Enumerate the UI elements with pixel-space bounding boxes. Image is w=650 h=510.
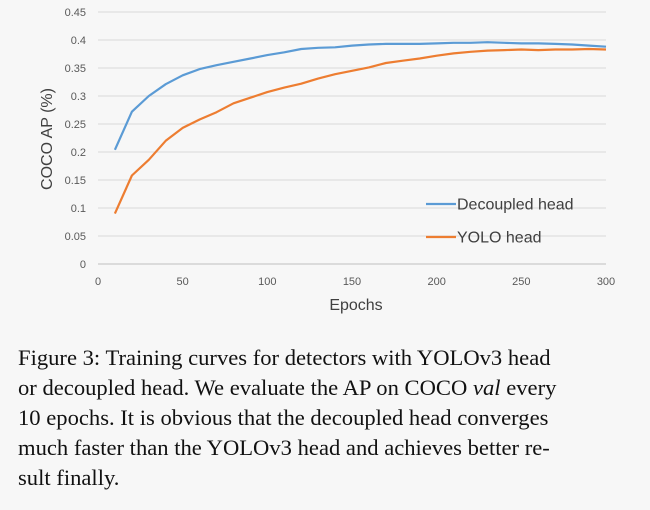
- x-tick-label: 300: [597, 276, 615, 288]
- tick-labels: 0 0.05 0.1 0.15 0.2 0.25 0.3 0.35 0.4 0.45 0 50 100 1…: [65, 7, 616, 288]
- x-tick-label: 0: [95, 276, 101, 288]
- series-line-yolo-head: [113, 47, 607, 215]
- x-tick-label: 250: [512, 276, 530, 288]
- legend-label: YOLO head: [457, 230, 542, 247]
- y-tick-label: 0: [80, 259, 86, 271]
- x-axis-title: Epochs: [329, 297, 382, 314]
- x-tick-label: 50: [177, 276, 189, 288]
- figure-caption: Figure 3: Training curves for detectors …: [18, 343, 642, 493]
- legend-label: Decoupled head: [457, 197, 574, 214]
- y-tick-label: 0.15: [65, 175, 86, 187]
- y-tick-label: 0.4: [71, 35, 86, 47]
- caption-line: 10 epochs. It is obvious that the decoup…: [18, 405, 549, 430]
- series-line-decoupled-head: [113, 41, 607, 151]
- legend: Decoupled head YOLO head: [426, 197, 574, 247]
- y-tick-label: 0.3: [71, 91, 86, 103]
- y-tick-label: 0.25: [65, 119, 86, 131]
- caption-line: much faster than the YOLOv3 head and ach…: [18, 435, 550, 460]
- x-tick-label: 100: [258, 276, 276, 288]
- y-tick-label: 0.45: [65, 7, 86, 19]
- y-tick-label: 0.05: [65, 231, 86, 243]
- grid: [98, 11, 606, 265]
- y-tick-label: 0.35: [65, 63, 86, 75]
- x-tick-label: 150: [343, 276, 361, 288]
- caption-line: or decoupled head. We evaluate the AP on…: [18, 375, 557, 400]
- y-tick-label: 0.2: [71, 147, 86, 159]
- caption-line: Figure 3: Training curves for detectors …: [18, 345, 551, 370]
- x-tick-label: 200: [427, 276, 445, 288]
- series: [113, 41, 607, 215]
- line-chart: 0 0.05 0.1 0.15 0.2 0.25 0.3 0.35 0.4 0.45 0 50 100 1…: [39, 7, 616, 314]
- y-axis-title: COCO AP (%): [39, 88, 56, 190]
- y-tick-label: 0.1: [71, 203, 86, 215]
- caption-line: sult finally.: [18, 465, 120, 490]
